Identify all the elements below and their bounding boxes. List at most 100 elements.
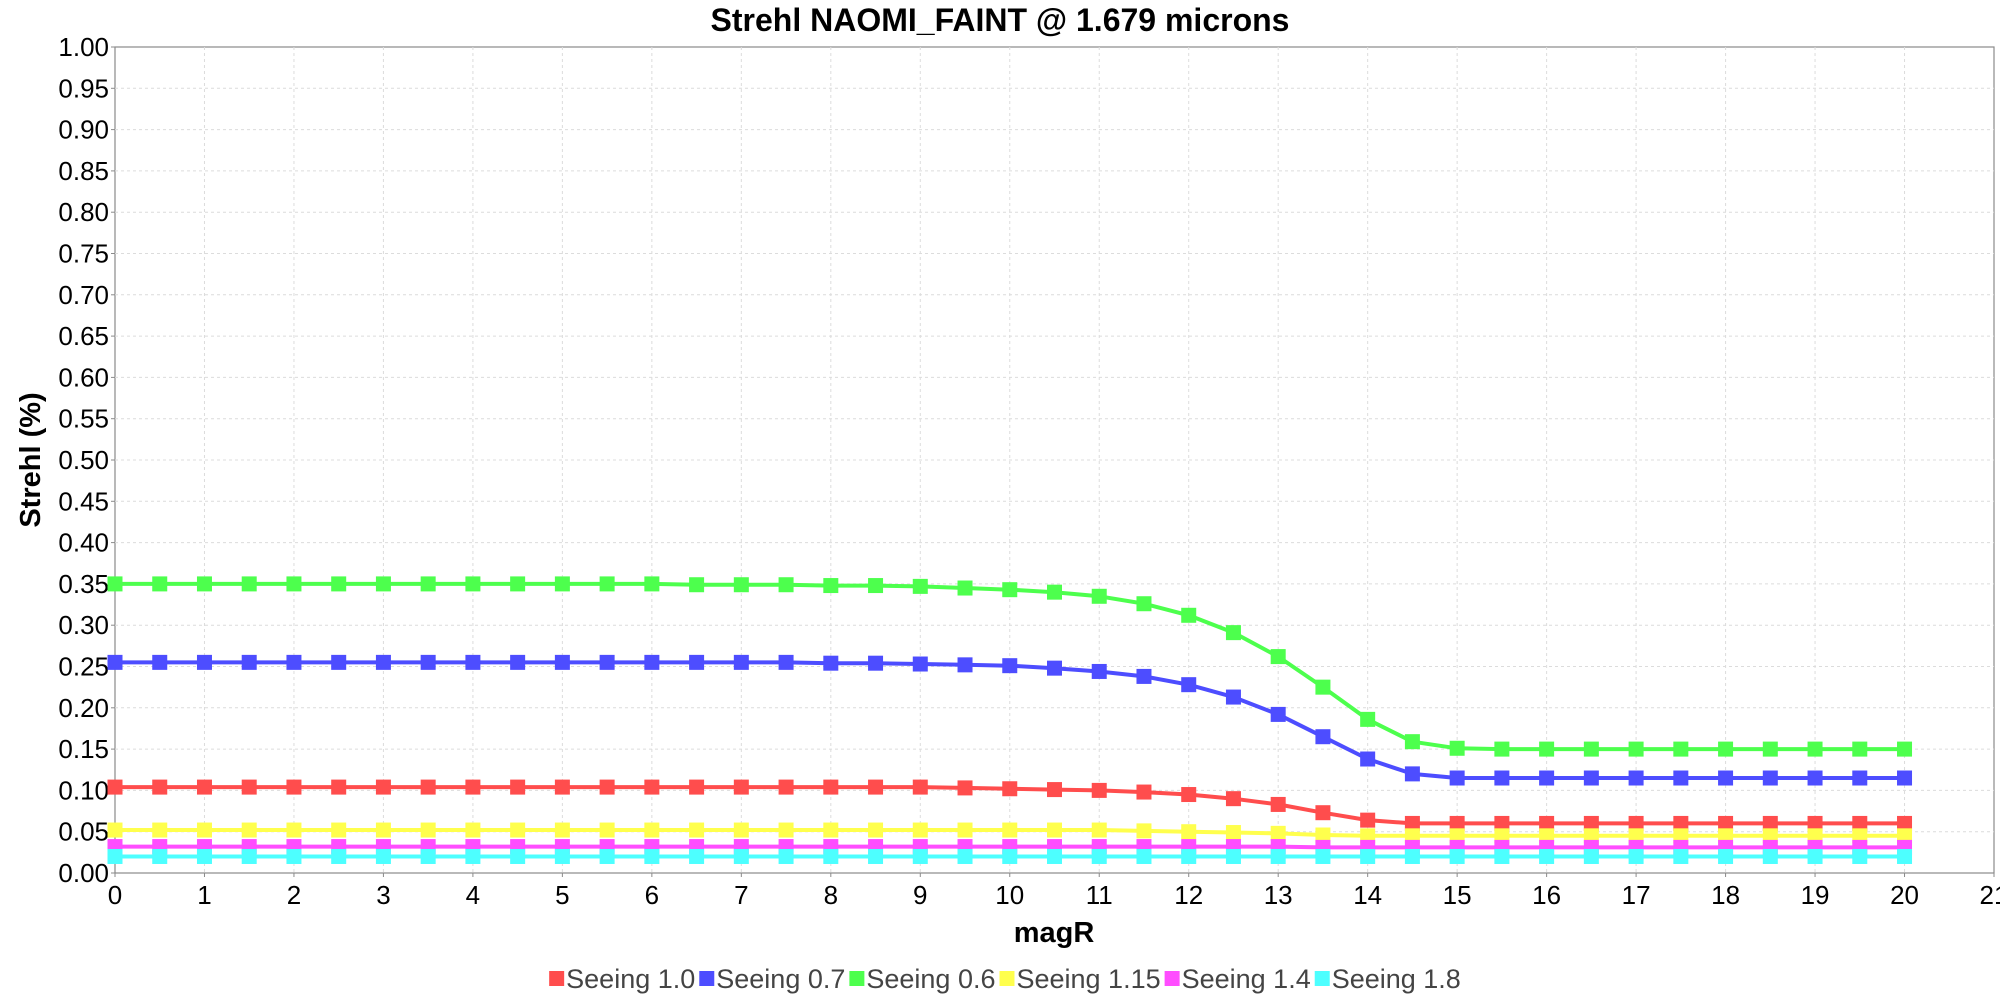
data-point — [912, 656, 928, 672]
data-point — [465, 576, 481, 592]
data-point — [196, 822, 212, 838]
data-point — [1047, 822, 1062, 838]
y-tick-label: 1.00 — [58, 32, 109, 62]
data-point — [465, 654, 481, 670]
data-point — [1583, 741, 1599, 757]
data-point — [1047, 782, 1062, 798]
data-point — [1852, 848, 1868, 864]
legend: Seeing 1.0 Seeing 0.7 Seeing 0.6 Seeing 1.1… — [549, 964, 1461, 994]
y-tick-label: 0.95 — [58, 73, 109, 103]
data-point — [510, 654, 526, 670]
data-point — [823, 578, 839, 594]
y-tick-label: 0.10 — [58, 775, 109, 805]
legend-swatch — [1164, 971, 1180, 986]
data-point — [689, 848, 705, 864]
x-tick-label: 18 — [1711, 880, 1740, 910]
data-point — [375, 848, 391, 864]
data-point — [1225, 791, 1241, 807]
data-point — [1315, 827, 1331, 843]
legend-item: Seeing 0.6 — [849, 964, 995, 994]
series-1 — [107, 779, 1913, 831]
data-point — [1449, 828, 1465, 844]
data-point — [1091, 588, 1107, 604]
data-point — [375, 779, 391, 795]
x-axis-ticks: 0123456789101112131415161718192021 — [108, 873, 2000, 910]
data-point — [733, 822, 749, 838]
data-point — [1897, 770, 1913, 786]
data-point — [1270, 706, 1286, 722]
data-point — [1583, 828, 1599, 844]
data-point — [733, 654, 749, 670]
data-point — [1494, 770, 1510, 786]
data-point — [331, 848, 347, 864]
x-tick-label: 14 — [1353, 880, 1382, 910]
data-point — [1852, 770, 1868, 786]
data-point — [465, 822, 481, 838]
data-point — [196, 779, 212, 795]
legend-item: Seeing 1.0 — [549, 964, 695, 994]
x-tick-label: 20 — [1890, 880, 1919, 910]
y-tick-label: 0.75 — [58, 239, 109, 269]
data-point — [1897, 848, 1913, 864]
y-axis-ticks: 0.00 0.05 0.10 0.15 0.20 0.25 0.30 0.35 0.40 0.45… — [58, 32, 115, 888]
data-point — [599, 779, 615, 795]
data-point — [465, 848, 481, 864]
data-point — [1449, 848, 1465, 864]
legend-label: Seeing 0.7 — [716, 964, 845, 994]
data-point — [554, 576, 570, 592]
x-tick-label: 6 — [645, 880, 659, 910]
data-point — [1852, 815, 1868, 831]
data-point — [196, 848, 212, 864]
data-point — [1628, 741, 1644, 757]
x-tick-label: 21 — [1980, 880, 2000, 910]
data-point — [1539, 815, 1555, 831]
data-point — [420, 822, 436, 838]
legend-label: Seeing 1.4 — [1182, 964, 1311, 994]
x-tick-label: 13 — [1264, 880, 1293, 910]
data-point — [1897, 815, 1913, 831]
data-point — [1181, 607, 1197, 623]
data-point — [644, 848, 660, 864]
data-point — [1091, 663, 1107, 679]
legend-swatch — [699, 971, 715, 986]
data-point — [912, 578, 928, 594]
data-point — [331, 822, 347, 838]
data-point — [1047, 848, 1062, 864]
data-point — [1136, 848, 1152, 864]
legend-swatch — [999, 971, 1015, 986]
data-point — [420, 779, 436, 795]
x-tick-label: 1 — [197, 880, 211, 910]
x-tick-label: 8 — [824, 880, 838, 910]
x-tick-label: 19 — [1801, 880, 1830, 910]
data-point — [107, 576, 123, 592]
data-point — [1494, 828, 1510, 844]
data-point — [689, 779, 705, 795]
data-point — [823, 655, 839, 671]
data-point — [107, 848, 123, 864]
data-point — [375, 576, 391, 592]
data-point — [644, 779, 660, 795]
data-point — [1047, 660, 1062, 676]
data-point — [1360, 751, 1376, 767]
data-point — [957, 657, 973, 673]
data-point — [1360, 848, 1376, 864]
data-point — [1002, 822, 1018, 838]
data-point — [1673, 815, 1689, 831]
x-tick-label: 0 — [108, 880, 122, 910]
data-point — [1628, 770, 1644, 786]
data-point — [107, 654, 123, 670]
data-point — [1628, 828, 1644, 844]
data-point — [1583, 815, 1599, 831]
data-point — [1404, 848, 1420, 864]
data-point — [1091, 848, 1107, 864]
data-point — [1225, 689, 1241, 705]
data-point — [1449, 740, 1465, 756]
data-point — [1762, 815, 1778, 831]
y-tick-label: 0.85 — [58, 156, 109, 186]
data-point — [286, 822, 302, 838]
data-point — [1002, 848, 1018, 864]
data-point — [912, 848, 928, 864]
series-4 — [107, 822, 1913, 844]
y-tick-label: 0.15 — [58, 734, 109, 764]
